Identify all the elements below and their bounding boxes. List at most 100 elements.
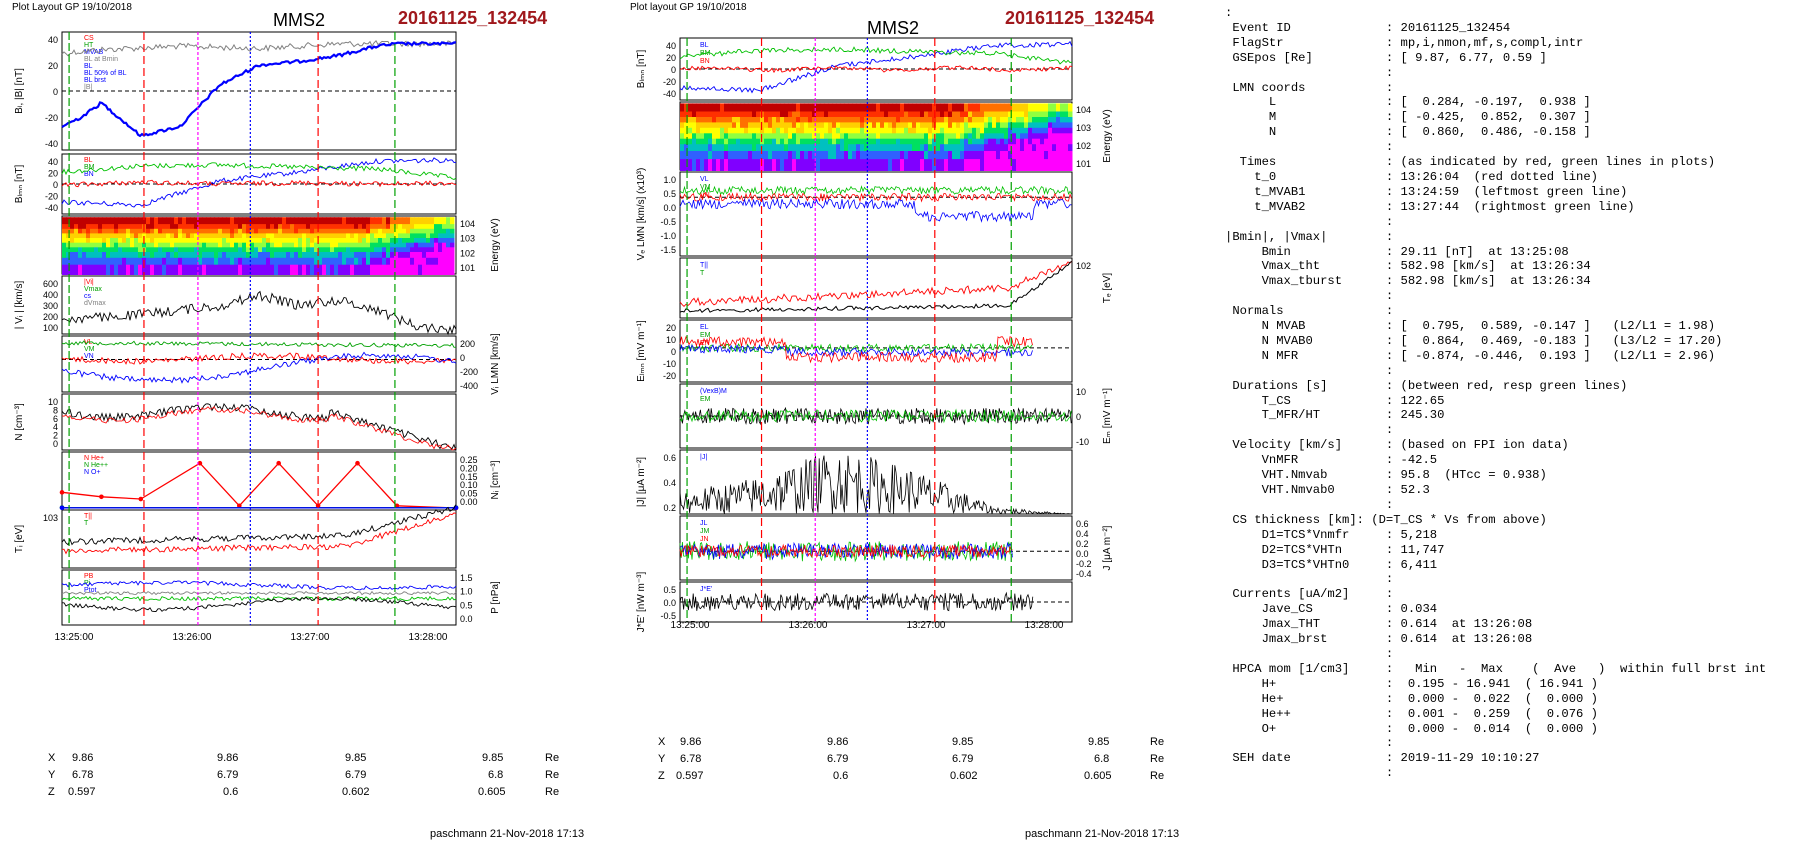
left-legend-item: BL [84,63,93,70]
spectrogram-cell [756,138,761,146]
spectrogram-cell [880,151,885,161]
spectrogram-cell [1048,122,1053,129]
spectrogram-cell [760,138,765,146]
summary-line: |Bmin|, |Vmax| : [1225,229,1394,244]
spectrogram-cell [422,252,427,259]
spectrogram-cell [170,228,175,235]
spectrogram-cell [1060,111,1065,118]
spectrogram-cell [988,133,993,140]
spectrogram-cell [744,122,749,129]
spectrogram-cell [366,242,371,249]
spectrogram-cell [736,117,741,124]
middle-series-line [679,342,1033,353]
left-ni-marker [237,503,242,509]
spectrogram-cell [70,228,75,235]
spectrogram-cell [422,264,427,275]
spectrogram-cell [394,242,399,249]
spectrogram-cell [1020,117,1025,124]
spectrogram-cell [1012,144,1017,152]
spectrogram-cell [74,217,79,226]
spectrogram-cell [370,242,375,249]
spectrogram-cell [62,247,67,253]
spectrogram-cell [800,111,805,118]
spectrogram-cell [326,228,331,235]
spectrogram-cell [154,242,159,249]
spectrogram-cell [218,252,223,259]
spectrogram-cell [860,103,865,113]
spectrogram-cell [752,111,757,118]
spectrogram-cell [70,233,75,239]
spectrogram-cell [262,217,267,226]
middle-coord-y4: 6.8 [1094,753,1110,765]
spectrogram-cell [282,247,287,253]
spectrogram-cell [110,224,115,230]
spectrogram-cell [924,138,929,146]
middle-panel-2-tick-label: -1.0 [660,231,676,241]
spectrogram-cell [254,242,259,249]
spectrogram-cell [944,159,949,171]
spectrogram-cell [394,233,399,239]
spectrogram-cell [824,144,829,152]
spectrogram-cell [880,133,885,140]
spectrogram-cell [82,228,87,235]
spectrogram-cell [178,264,183,275]
spectrogram-cell [230,242,235,249]
spectrogram-cell [82,217,87,226]
spectrogram-cell [62,242,67,249]
spectrogram-cell [732,144,737,152]
spectrogram-cell [916,122,921,129]
spectrogram-cell [944,144,949,152]
spectrogram-cell [1004,111,1009,118]
spectrogram-cell [254,217,259,226]
spectrogram-cell [102,233,107,239]
spectrogram-cell [126,257,131,266]
spectrogram-cell [872,127,877,135]
spectrogram-cell [182,264,187,275]
spectrogram-cell [174,252,179,259]
left-panel-6-tick-label: 0.25 [460,455,478,465]
left-legend-item: BN [84,171,94,178]
spectrogram-cell [422,247,427,253]
spectrogram-cell [90,233,95,239]
spectrogram-cell [736,138,741,146]
spectrogram-cell [310,217,315,226]
spectrogram-cell [342,252,347,259]
spectrogram-cell [960,111,965,118]
spectrogram-cell [302,228,307,235]
spectrogram-cell [716,127,721,135]
spectrogram-cell [202,242,207,249]
spectrogram-cell [130,247,135,253]
spectrogram-cell [720,117,725,124]
spectrogram-cell [362,233,367,239]
spectrogram-cell [306,217,311,226]
spectrogram-cell [792,133,797,140]
spectrogram-cell [892,144,897,152]
spectrogram-cell [322,252,327,259]
spectrogram-cell [310,242,315,249]
spectrogram-cell [680,144,685,152]
spectrogram-cell [836,103,841,113]
spectrogram-cell [724,144,729,152]
spectrogram-cell [684,144,689,152]
spectrogram-cell [1040,111,1045,118]
spectrogram-cell [992,127,997,135]
spectrogram-cell [450,238,455,244]
spectrogram-cell [868,111,873,118]
spectrogram-cell [62,238,67,244]
spectrogram-cell [74,247,79,253]
spectrogram-cell [840,117,845,124]
spectrogram-cell [1056,103,1061,113]
spectrogram-cell [154,264,159,275]
spectrogram-cell [338,264,343,275]
spectrogram-cell [314,264,319,275]
spectrogram-cell [334,228,339,235]
spectrogram-cell [430,242,435,249]
spectrogram-cell [908,127,913,135]
spectrogram-cell [382,228,387,235]
spectrogram-cell [198,238,203,244]
spectrogram-cell [748,103,753,113]
spectrogram-cell [828,117,833,124]
spectrogram-cell [872,133,877,140]
spectrogram-cell [928,103,933,113]
spectrogram-cell [314,228,319,235]
